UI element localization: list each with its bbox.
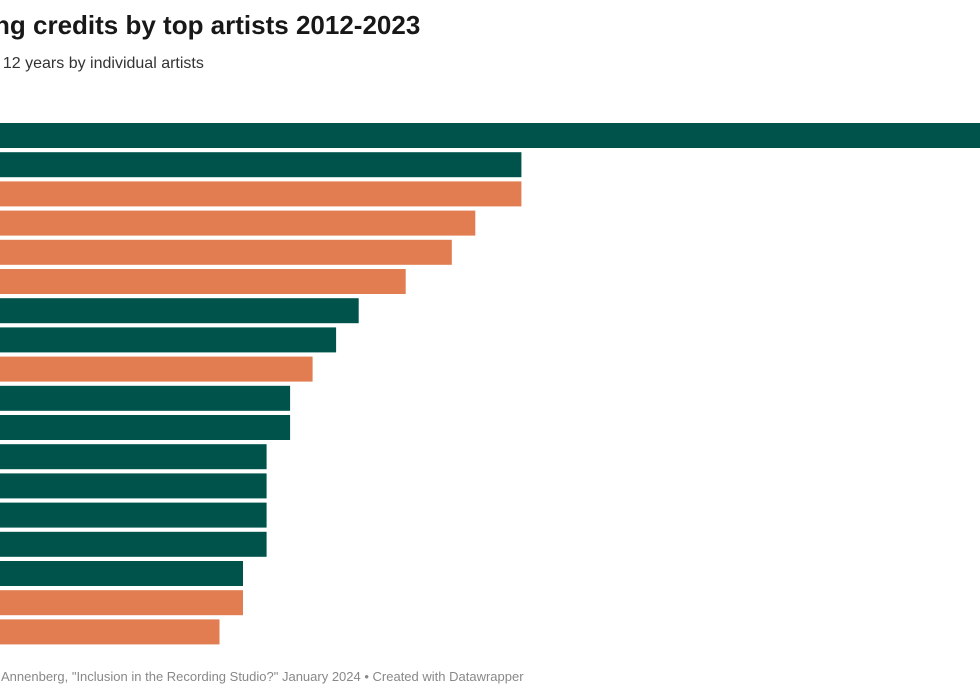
bar-7 — [0, 298, 359, 324]
bar-13 — [0, 473, 267, 499]
bar-12 — [0, 444, 267, 470]
bar-8 — [0, 327, 337, 353]
chart-subtitle: t 12 years by individual artists — [0, 55, 204, 72]
bar-4 — [0, 210, 476, 236]
bar-10 — [0, 385, 291, 411]
bar-14 — [0, 502, 267, 528]
bar-2 — [0, 152, 522, 178]
bar-16 — [0, 561, 243, 586]
bar-1 — [0, 123, 980, 148]
bar-9 — [0, 356, 313, 382]
bar-15 — [0, 531, 267, 557]
bar-17 — [0, 590, 243, 616]
source-footer: Annenberg, "Inclusion in the Recording S… — [1, 669, 524, 684]
bar-18 — [0, 619, 220, 645]
chart-title: ng credits by top artists 2012-2023 — [0, 10, 421, 40]
bar-6 — [0, 269, 406, 294]
bar-3 — [0, 181, 522, 207]
bar-5 — [0, 239, 452, 265]
bar-11 — [0, 415, 291, 440]
